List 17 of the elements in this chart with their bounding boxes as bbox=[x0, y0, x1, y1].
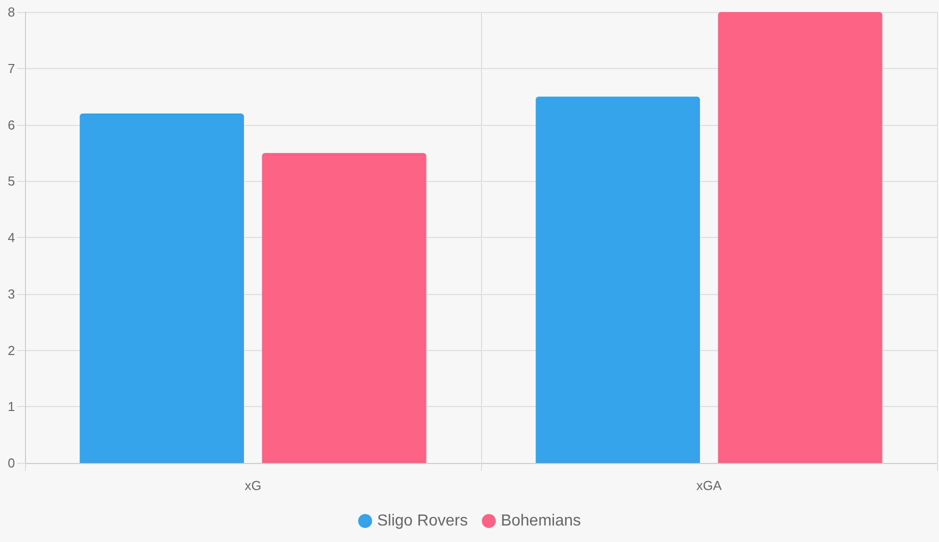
y-tick-label: 6 bbox=[8, 117, 15, 132]
y-tick-label: 4 bbox=[8, 230, 15, 245]
bar bbox=[80, 113, 244, 463]
y-tick-label: 7 bbox=[8, 60, 15, 76]
y-tick-label: 3 bbox=[8, 286, 15, 302]
bar bbox=[718, 12, 882, 463]
y-tick-label: 1 bbox=[8, 399, 15, 414]
y-tick-label: 0 bbox=[8, 456, 15, 470]
legend-label: Sligo Rovers bbox=[377, 512, 468, 530]
x-tick-label: xGA bbox=[696, 478, 722, 493]
y-tick-label: 8 bbox=[8, 4, 15, 20]
bar bbox=[262, 152, 426, 463]
y-tick-label: 2 bbox=[8, 342, 15, 358]
legend-label: Bohemians bbox=[500, 512, 581, 530]
bar bbox=[536, 96, 700, 463]
x-tick-label: xG bbox=[244, 478, 262, 493]
y-tick-label: 5 bbox=[8, 174, 15, 189]
